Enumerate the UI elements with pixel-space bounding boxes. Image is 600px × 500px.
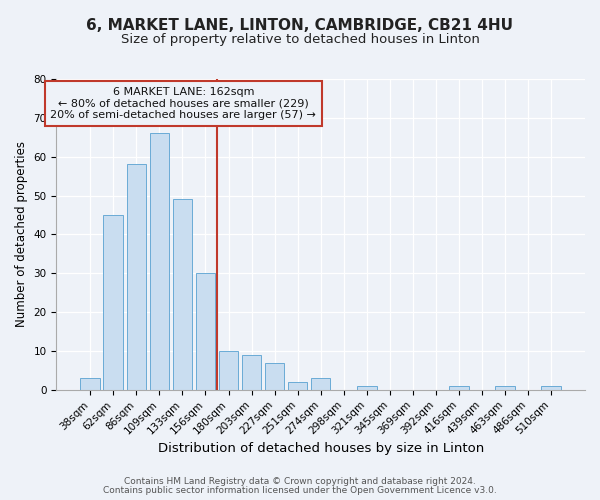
Bar <box>357 386 377 390</box>
Bar <box>173 200 192 390</box>
Bar <box>242 355 262 390</box>
Bar <box>265 362 284 390</box>
Text: 6 MARKET LANE: 162sqm
← 80% of detached houses are smaller (229)
20% of semi-det: 6 MARKET LANE: 162sqm ← 80% of detached … <box>50 87 316 120</box>
Bar <box>219 351 238 390</box>
Bar <box>288 382 307 390</box>
Bar <box>149 134 169 390</box>
Bar <box>311 378 331 390</box>
Text: 6, MARKET LANE, LINTON, CAMBRIDGE, CB21 4HU: 6, MARKET LANE, LINTON, CAMBRIDGE, CB21 … <box>86 18 514 32</box>
Bar <box>495 386 515 390</box>
Text: Contains HM Land Registry data © Crown copyright and database right 2024.: Contains HM Land Registry data © Crown c… <box>124 477 476 486</box>
Bar <box>449 386 469 390</box>
Bar <box>127 164 146 390</box>
Bar <box>103 215 123 390</box>
Bar <box>541 386 561 390</box>
Bar <box>80 378 100 390</box>
Bar <box>196 274 215 390</box>
Text: Contains public sector information licensed under the Open Government Licence v3: Contains public sector information licen… <box>103 486 497 495</box>
X-axis label: Distribution of detached houses by size in Linton: Distribution of detached houses by size … <box>158 442 484 455</box>
Text: Size of property relative to detached houses in Linton: Size of property relative to detached ho… <box>121 32 479 46</box>
Y-axis label: Number of detached properties: Number of detached properties <box>15 142 28 328</box>
